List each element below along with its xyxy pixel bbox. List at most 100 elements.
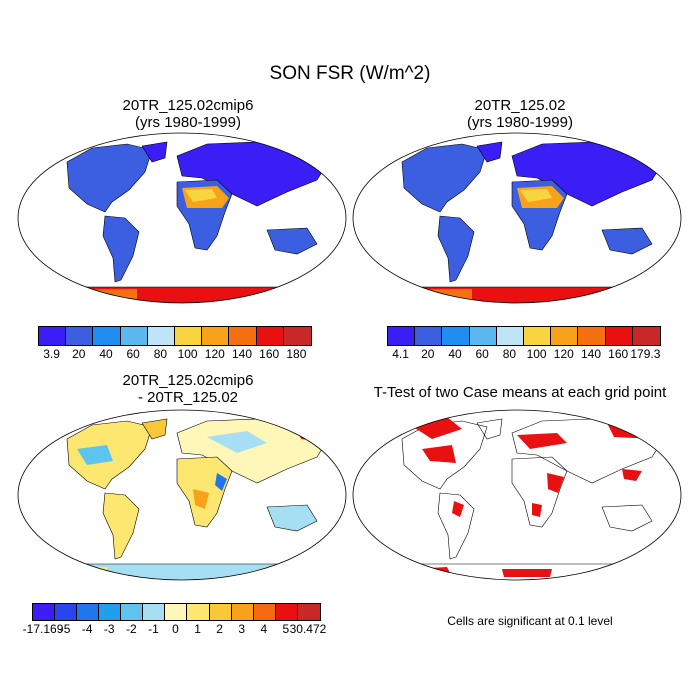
colorbar-label: 120 [204,347,225,361]
greenland [476,141,503,163]
panel2-case-name: 20TR_125.02 [474,97,566,114]
panel3-case-name: 20TR_125.02cmip6 [122,372,254,389]
colorbar-swatch [551,327,579,345]
map1-border [17,132,347,304]
colorbar-swatch [202,327,230,345]
colorbar-label: 2 [216,622,223,636]
colorbar-swatch [165,604,188,620]
colorbar-swatch [469,327,497,345]
colorbar-label: 3 [238,622,246,636]
colorbar-swatch [174,327,203,345]
colorbar-swatch [99,604,122,620]
colorbar-label: -3 [103,622,115,636]
eurasia [511,141,663,207]
colorbar-label: 20 [421,347,435,361]
map-panel-ttest [352,409,682,581]
colorbar-swatch [523,327,552,345]
significance-note: Cells are significant at 0.1 level [447,614,613,628]
colorbar-swatch [496,327,524,345]
antarctica [18,286,346,303]
colorbar-swatch [283,327,311,345]
colorbar-label: 80 [502,347,517,361]
colorbar-label: 160 [608,347,629,361]
colorbar-swatch [143,604,166,620]
colorbar-label: 0 [172,622,179,636]
colorbar-label: 60 [475,347,489,361]
colorbar-label: 100 [526,347,547,361]
south-america [437,215,475,283]
colorbar-swatch [256,327,284,345]
colorbar-label: 5 [282,622,290,636]
colorbar-swatch [578,327,606,345]
north-america [66,143,153,213]
map2-border [352,132,682,304]
colorbar-swatch [442,327,470,345]
colorbar-label: 1 [194,622,201,636]
greenland [141,141,168,163]
colorbar-label: 80 [153,347,168,361]
colorbar-label: 160 [259,347,280,361]
map3-border [17,409,347,581]
figure-title: SON FSR (W/m^2) [269,63,431,84]
colorbar-label: -5 [59,622,71,636]
colorbar-label: 140 [231,347,253,361]
panel2-years: (yrs 1980-1999) [467,114,573,131]
colorbar-swatch [275,604,298,620]
eurasia [176,141,328,207]
colorbar-difference-labels: -17.169 -5 -4 -3 -2 -1 0 1 2 3 4 5 30.472 [23,622,327,636]
colorbar-swatch [55,604,78,620]
colorbar-label: 140 [580,347,602,361]
colorbar-label: 4.1 [392,347,409,361]
colorbar-label: 120 [553,347,574,361]
map4-border [352,409,682,581]
colorbar-case2 [387,326,661,346]
panel1-years: (yrs 1980-1999) [135,114,241,131]
australia [266,504,318,532]
colorbar-swatch [33,604,56,620]
map-panel-case2 [352,132,682,304]
colorbar-label: 4 [260,622,268,636]
colorbar-label: 3.9 [43,347,60,361]
colorbar-label: 40 [99,347,113,361]
colorbar-swatch [187,604,210,620]
map-panel-case1 [17,132,347,304]
colorbar-swatch [415,327,443,345]
colorbar-label: -17.169 [22,622,64,636]
colorbar-swatch [253,604,276,620]
colorbar-swatch [147,327,175,345]
greenland [141,418,168,440]
colorbar-label: 40 [448,347,462,361]
colorbar-swatch [39,327,67,345]
panel4-title: T-Test of two Case means at each grid po… [373,384,667,401]
panel3-title: 20TR_125.02cmip6 - 20TR_125.02 [28,372,348,406]
colorbar-swatch [120,327,148,345]
colorbar-swatch [66,327,94,345]
colorbar-swatch [632,327,660,345]
colorbar-difference [32,603,321,621]
colorbar-swatch [121,604,144,620]
antarctica [353,286,681,303]
panel3-diff-case: - 20TR_125.02 [137,389,239,406]
colorbar-label: -4 [81,622,93,636]
colorbar-swatch [93,327,121,345]
colorbar-label: 20 [72,347,86,361]
australia [601,227,653,255]
australia [266,227,318,255]
eurasia [176,418,328,484]
antarctica [18,563,346,580]
panel2-title: 20TR_125.02 (yrs 1980-1999) [355,97,685,131]
colorbar-case2-labels: 4.1 20 40 60 80 100 120 140 160 179.3 [387,347,661,361]
colorbar-swatch [605,327,633,345]
colorbar-swatch [77,604,100,620]
colorbar-label: 60 [126,347,140,361]
map-panel-difference [17,409,347,581]
colorbar-label: -2 [126,622,137,636]
colorbar-swatch [388,327,416,345]
colorbar-label: 180 [286,347,307,361]
colorbar-label: 179.3 [630,347,661,361]
south-america [102,492,140,560]
panel1-case-name: 20TR_125.02cmip6 [122,97,254,114]
colorbar-label: 100 [177,347,198,361]
colorbar-label: -1 [148,622,159,636]
colorbar-swatch [209,604,232,620]
